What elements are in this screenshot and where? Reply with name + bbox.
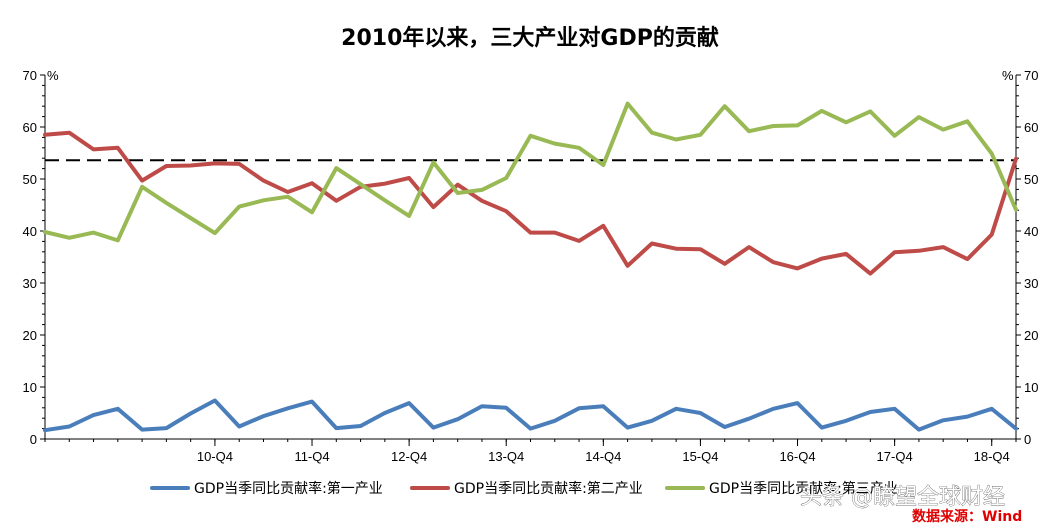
x-tick-label: 18-Q4 — [974, 449, 1010, 464]
left-y-axis-ticks: 0 10 20 30 40 50 60 70 — [23, 68, 45, 447]
x-tick-label: 13-Q4 — [488, 449, 524, 464]
x-tick-label: 11-Q4 — [294, 449, 329, 464]
watermark: 头条 @瞭望全球财经 — [800, 485, 1005, 510]
right-y-axis-ticks: 0 10 20 30 40 50 60 70 — [1016, 68, 1038, 447]
left-y-tick-label: 40 — [23, 224, 37, 239]
right-y-tick-label: 60 — [1024, 120, 1038, 135]
right-y-tick-label: 0 — [1024, 432, 1031, 447]
series-line-1 — [43, 398, 1018, 433]
legend-label-2: GDP当季同比贡献率:第二产业 — [454, 480, 643, 497]
source-note: 数据来源：Wind — [912, 508, 1022, 525]
left-y-tick-label: 30 — [23, 276, 37, 291]
right-y-tick-label: 20 — [1024, 328, 1038, 343]
left-y-tick-label: 50 — [23, 172, 37, 187]
series-lines — [43, 101, 1018, 433]
left-y-tick-label: 70 — [23, 68, 37, 83]
series-line-3 — [43, 101, 1018, 243]
x-tick-label: 12-Q4 — [391, 449, 427, 464]
legend: GDP当季同比贡献率:第一产业 GDP当季同比贡献率:第二产业 GDP当季同比贡献率… — [150, 480, 898, 497]
right-y-tick-label: 30 — [1024, 276, 1038, 291]
right-y-tick-label: 70 — [1024, 68, 1038, 83]
x-tick-label: 10-Q4 — [197, 449, 233, 464]
x-tick-label: 15-Q4 — [682, 449, 718, 464]
x-tick-label: 17-Q4 — [877, 449, 913, 464]
x-tick-label: 16-Q4 — [779, 449, 815, 464]
right-y-tick-label: 50 — [1024, 172, 1038, 187]
right-y-tick-label: 40 — [1024, 224, 1038, 239]
right-axis-unit: % — [1002, 68, 1014, 83]
x-tick-label: 14-Q4 — [585, 449, 621, 464]
chart-title: 2010年以来，三大产业对GDP的贡献 — [341, 25, 719, 51]
axes — [44, 75, 1017, 440]
left-y-tick-label: 0 — [30, 432, 37, 447]
left-axis-unit: % — [47, 68, 59, 83]
right-y-tick-label: 10 — [1024, 380, 1038, 395]
left-y-tick-label: 60 — [23, 120, 37, 135]
x-axis-ticks: 10-Q4 11-Q4 12-Q4 13-Q4 14-Q4 15-Q4 16-Q4 17-Q4… — [44, 439, 1017, 464]
left-y-tick-label: 20 — [23, 328, 37, 343]
left-y-tick-label: 10 — [23, 380, 37, 395]
series-line-2 — [43, 130, 1018, 276]
legend-label-3: GDP当季同比贡献率:第三产业 — [709, 480, 898, 497]
legend-label-1: GDP当季同比贡献率:第一产业 — [194, 480, 383, 497]
